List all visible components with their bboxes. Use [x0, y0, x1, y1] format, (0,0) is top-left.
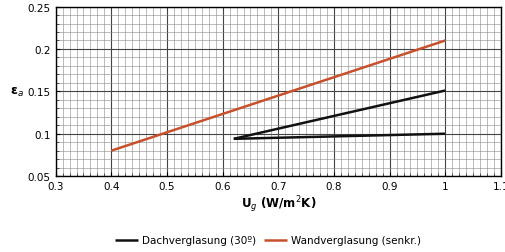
X-axis label: U$_g$ (W/m$^2$K): U$_g$ (W/m$^2$K): [240, 194, 315, 214]
Line: Wandverglasung (senkr.): Wandverglasung (senkr.): [111, 41, 444, 151]
Legend: Dachverglasung (30º), Wandverglasung (senkr.): Dachverglasung (30º), Wandverglasung (se…: [111, 231, 425, 249]
Y-axis label: ε$_a$: ε$_a$: [10, 85, 23, 99]
Dachverglasung (30º): [230, 138, 236, 141]
Line: Dachverglasung (30º): Dachverglasung (30º): [233, 91, 444, 139]
Wandverglasung (senkr.): [108, 150, 114, 153]
Dachverglasung (30º): [441, 90, 447, 93]
Wandverglasung (senkr.): [441, 40, 447, 43]
